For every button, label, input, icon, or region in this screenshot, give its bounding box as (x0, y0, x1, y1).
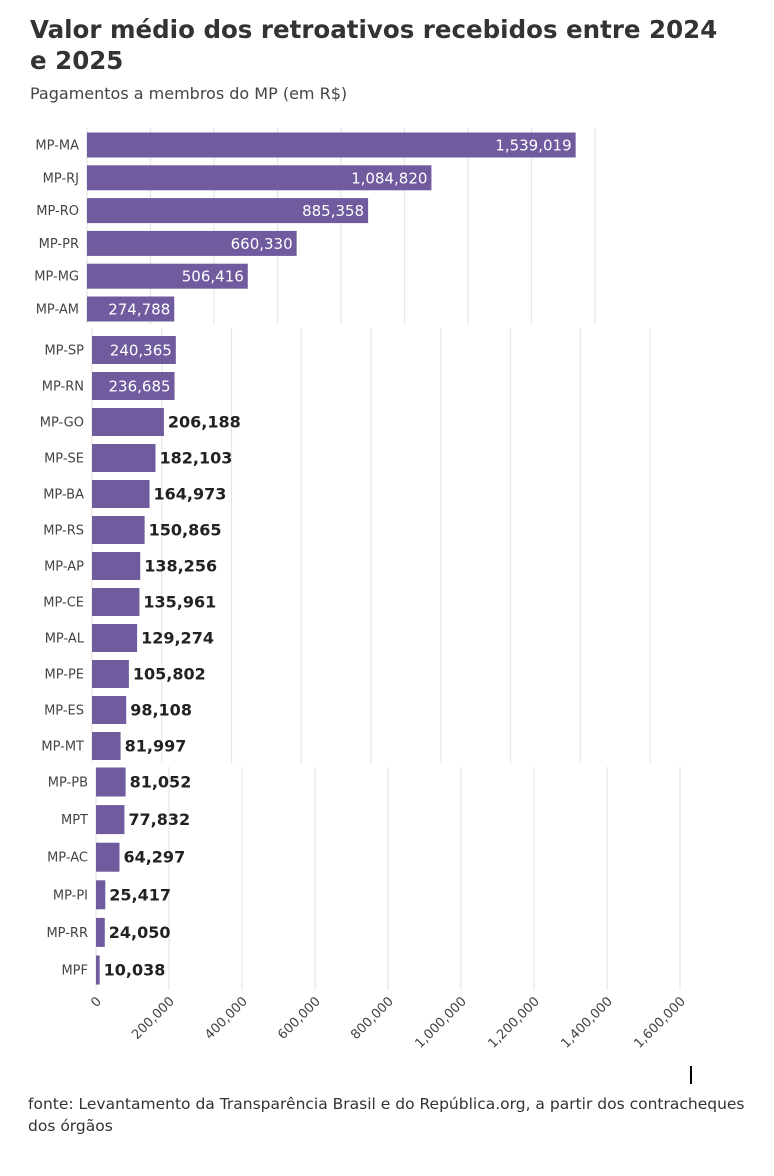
data-label: 81,052 (130, 773, 192, 792)
text-cursor-icon (690, 1066, 692, 1084)
bar (92, 372, 175, 400)
x-tick-label: 800,000 (348, 994, 397, 1043)
bar-chart: MP-MA 1,539,019 MP-RJ 1,084,820 MP-RO 885,358… (34, 128, 689, 1052)
data-label: 10,038 (104, 961, 166, 980)
data-label: 506,416 (182, 268, 244, 286)
category-label: MP-AL (45, 632, 85, 647)
bar (92, 516, 145, 544)
category-label: MP-MA (35, 139, 79, 154)
data-label: 135,961 (143, 593, 216, 612)
category-label: MP-RS (43, 524, 84, 539)
data-label: 164,973 (154, 485, 227, 504)
category-label: MP-PR (39, 237, 79, 252)
bar (87, 165, 432, 191)
bar (87, 132, 576, 158)
category-label: MP-MG (34, 270, 79, 285)
x-tick-label: 600,000 (275, 994, 324, 1043)
bar (92, 480, 150, 508)
bar (92, 624, 138, 652)
category-label: MP-BA (43, 488, 84, 503)
data-label: 129,274 (141, 629, 214, 648)
bar (87, 296, 175, 322)
category-label: MPF (61, 964, 88, 979)
bar (96, 842, 120, 872)
bar (92, 696, 127, 724)
data-label: 885,358 (302, 202, 364, 220)
category-label: MP-AM (36, 303, 79, 318)
category-label: MP-PE (44, 668, 84, 683)
category-label: MP-PB (48, 776, 88, 791)
category-label: MP-GO (40, 416, 84, 431)
data-label: 236,685 (109, 378, 171, 396)
bar (96, 917, 105, 947)
data-label: 138,256 (144, 557, 217, 576)
category-label: MP-RR (46, 926, 88, 941)
data-label: 24,050 (109, 923, 171, 942)
bar (92, 588, 140, 616)
bar (92, 408, 164, 436)
bar (92, 444, 156, 472)
data-label: 81,997 (125, 737, 187, 756)
x-tick-label: 400,000 (202, 994, 251, 1043)
category-label: MP-SP (44, 344, 84, 359)
bar (96, 955, 100, 985)
x-tick-label: 1,600,000 (631, 994, 688, 1051)
data-label: 1,084,820 (351, 169, 427, 187)
data-label: 150,865 (149, 521, 222, 540)
category-label: MP-SE (44, 452, 84, 467)
data-label: 660,330 (231, 235, 293, 253)
x-tick-label: 0 (88, 994, 104, 1010)
x-tick-label: 1,200,000 (485, 994, 542, 1051)
source-note: fonte: Levantamento da Transparência Bra… (28, 1095, 745, 1135)
category-label: MP-MT (41, 740, 84, 755)
category-label: MP-RJ (43, 171, 79, 186)
bar (96, 805, 125, 835)
chart-title: Valor médio dos retroativos recebidos en… (30, 15, 718, 75)
bar (92, 552, 141, 580)
data-label: 105,802 (133, 665, 206, 684)
bar (87, 198, 369, 224)
bar (87, 230, 297, 256)
category-label: MP-AP (44, 560, 84, 575)
data-label: 1,539,019 (495, 137, 571, 155)
data-label: 206,188 (168, 413, 241, 432)
data-label: 240,365 (110, 342, 172, 360)
category-label: MP-ES (44, 704, 84, 719)
data-label: 64,297 (123, 848, 185, 867)
bar (87, 263, 248, 289)
chart-subtitle: Pagamentos a membros do MP (em R$) (30, 84, 348, 103)
data-label: 77,832 (128, 810, 190, 829)
category-label: MP-PI (53, 888, 88, 903)
data-label: 98,108 (130, 701, 192, 720)
x-tick-label: 1,400,000 (558, 994, 615, 1051)
data-label: 274,788 (108, 301, 170, 319)
data-label: 25,417 (109, 885, 171, 904)
category-label: MP-CE (43, 596, 84, 611)
x-tick-label: 200,000 (129, 994, 178, 1043)
bar (96, 880, 106, 910)
x-tick-label: 1,000,000 (412, 994, 469, 1051)
category-label: MPT (61, 813, 88, 828)
category-label: MP-RO (36, 204, 79, 219)
category-label: MP-AC (47, 851, 88, 866)
bar (96, 767, 126, 797)
bar (92, 336, 176, 364)
category-label: MP-RN (42, 380, 84, 395)
data-label: 182,103 (160, 449, 233, 468)
bar (92, 732, 121, 760)
bar (92, 660, 129, 688)
